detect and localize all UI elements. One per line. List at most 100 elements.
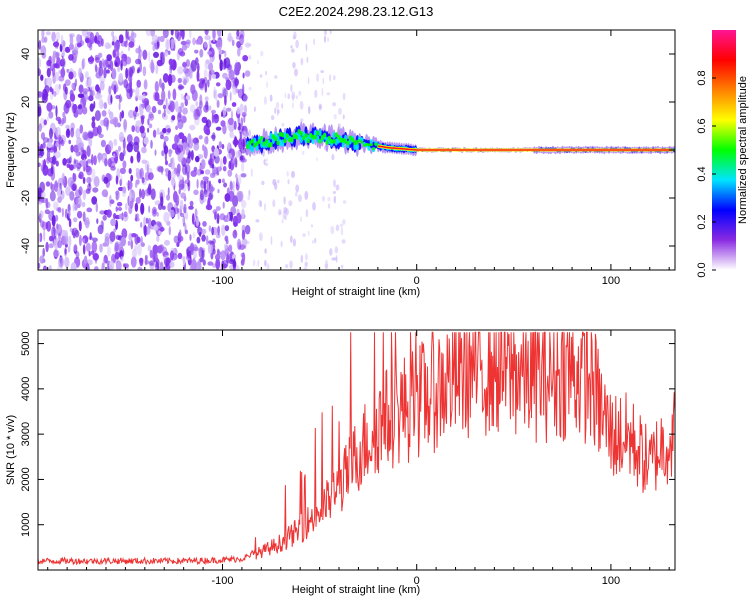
noise-speckle <box>236 30 240 37</box>
faint-streak <box>333 195 336 204</box>
noise-speckle <box>64 248 67 255</box>
faint-streak <box>327 37 330 42</box>
spectrogram-y-axis-label: Frequency (Hz) <box>5 112 17 188</box>
noise-speckle <box>157 245 163 254</box>
noise-speckle <box>156 235 160 242</box>
noise-speckle <box>169 261 175 268</box>
noise-speckle <box>182 255 186 266</box>
signal-band-segment <box>332 139 336 144</box>
noise-speckle <box>48 243 54 249</box>
noise-speckle <box>48 146 55 153</box>
noise-speckle <box>78 174 82 179</box>
noise-speckle <box>222 156 227 165</box>
noise-speckle <box>68 235 72 247</box>
noise-speckle <box>204 96 209 102</box>
snr-axes: -100 0 100 1000 2000 3000 4000 5000 <box>20 330 675 587</box>
noise-speckle <box>177 208 180 220</box>
faint-streak <box>311 224 313 228</box>
noise-speckle <box>144 254 147 266</box>
noise-speckle <box>86 207 93 213</box>
noise-speckle <box>190 150 194 161</box>
noise-speckle <box>72 183 78 192</box>
noise-speckle <box>56 57 61 69</box>
noise-speckle <box>226 252 231 261</box>
noise-speckle <box>95 64 98 73</box>
signal-band-segment <box>367 146 371 151</box>
faint-streak <box>333 179 336 188</box>
noise-speckle <box>91 154 94 166</box>
noise-speckle <box>221 111 223 118</box>
noise-speckle <box>201 79 205 85</box>
noise-speckle <box>87 96 94 101</box>
noise-speckle <box>130 155 134 164</box>
faint-streak <box>292 35 296 40</box>
noise-speckle <box>139 167 144 180</box>
noise-speckle <box>170 30 174 36</box>
noise-speckle <box>233 258 236 268</box>
faint-streak <box>331 257 336 261</box>
noise-speckle <box>101 189 109 198</box>
faint-streak <box>248 86 252 91</box>
faint-streak <box>264 202 266 212</box>
noise-speckle <box>86 31 93 37</box>
noise-speckle <box>58 134 62 140</box>
noise-speckle <box>95 84 100 92</box>
noise-speckle <box>106 69 110 74</box>
noise-speckle <box>195 100 198 107</box>
noise-speckle <box>147 245 152 252</box>
snr-y-tick-label: 4000 <box>20 377 32 401</box>
noise-speckle <box>143 98 150 106</box>
noise-speckle <box>83 220 90 226</box>
noise-speckle <box>135 120 142 127</box>
noise-speckle <box>208 186 215 192</box>
noise-speckle <box>114 251 120 260</box>
noise-speckle <box>130 174 134 182</box>
noise-speckle <box>161 205 166 210</box>
noise-speckle <box>207 50 213 55</box>
noise-speckle <box>126 88 133 100</box>
noise-speckle <box>170 38 175 50</box>
noise-speckle <box>140 131 147 139</box>
noise-speckle <box>191 213 195 225</box>
noise-speckle <box>75 196 82 208</box>
noise-speckle <box>102 214 107 221</box>
noise-speckle <box>55 31 61 41</box>
noise-speckle <box>79 124 84 134</box>
faint-streak <box>291 48 295 53</box>
noise-speckle <box>51 210 55 216</box>
signal-band-segment <box>250 145 254 153</box>
noise-speckle <box>55 116 61 122</box>
noise-speckle <box>118 131 125 143</box>
noise-speckle <box>92 252 100 261</box>
faint-streak <box>297 194 302 203</box>
noise-speckle <box>236 212 242 224</box>
faint-streak <box>284 92 287 99</box>
noise-speckle <box>156 127 160 135</box>
signal-band-segment <box>246 144 250 150</box>
noise-speckle <box>210 244 213 254</box>
colorbar-tick-label: 0.8 <box>696 70 708 85</box>
faint-streak <box>320 70 325 74</box>
noise-speckle <box>227 32 232 43</box>
noise-speckle <box>139 49 143 57</box>
faint-streak <box>269 94 273 102</box>
noise-speckle <box>234 78 239 87</box>
noise-speckle <box>60 58 65 66</box>
noise-speckle <box>186 156 191 164</box>
noise-speckle <box>52 155 57 165</box>
noise-speckle <box>65 186 71 196</box>
noise-speckle <box>235 173 238 179</box>
noise-speckle <box>107 64 111 70</box>
noise-speckle <box>44 85 50 94</box>
faint-streak <box>290 45 293 49</box>
faint-streak <box>274 182 278 191</box>
noise-speckle <box>162 73 169 83</box>
faint-streak <box>257 259 260 267</box>
noise-speckle <box>216 99 220 108</box>
noise-speckle <box>50 166 54 174</box>
noise-speckle <box>104 158 108 167</box>
noise-speckle <box>204 169 211 175</box>
noise-speckle <box>58 83 61 90</box>
noise-speckle <box>190 170 197 178</box>
noise-speckle <box>68 210 71 218</box>
